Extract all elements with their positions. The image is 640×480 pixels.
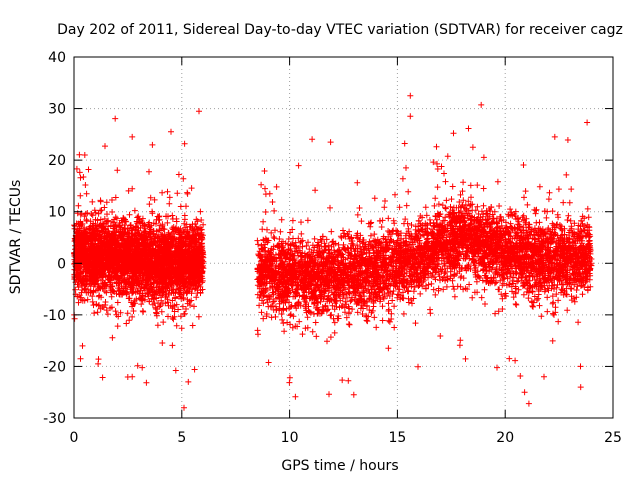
y-tick-label: -20	[43, 359, 66, 375]
y-tick-label: 10	[48, 205, 66, 221]
x-tick-label: 5	[177, 430, 186, 446]
chart-title: Day 202 of 2011, Sidereal Day-to-day VTE…	[57, 22, 623, 38]
plot-frame	[73, 56, 614, 419]
x-tick-label: 0	[70, 430, 79, 446]
y-tick-label: 0	[57, 256, 66, 272]
x-tick-label: 10	[281, 430, 299, 446]
x-tick-label: 25	[604, 430, 622, 446]
scatter-points	[71, 92, 595, 411]
y-tick-label: 40	[48, 50, 66, 66]
data-points	[71, 92, 595, 411]
y-tick-label: -30	[43, 411, 66, 427]
y-tick-label: 20	[48, 153, 66, 169]
y-tick-label: 30	[48, 102, 66, 118]
y-axis-label: SDTVAR / TECUs	[8, 180, 24, 295]
x-tick-label: 20	[496, 430, 514, 446]
y-tick-label: -10	[43, 308, 66, 324]
tick-labels: 0 5 10 15 20 25 -30 -20 -10 0 10 20 30 40	[43, 50, 622, 446]
x-tick-label: 15	[388, 430, 406, 446]
x-axis-label: GPS time / hours	[281, 458, 398, 474]
